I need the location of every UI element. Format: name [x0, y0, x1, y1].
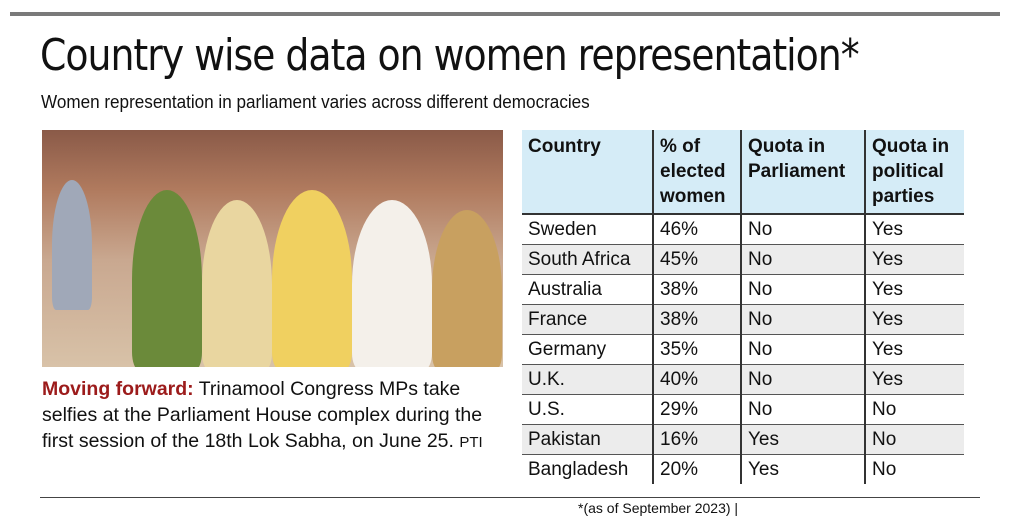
cell-quota-parties: Yes	[864, 334, 964, 365]
caption-lead: Moving forward:	[42, 378, 194, 400]
table-row: Sweden 46% No Yes	[522, 214, 964, 245]
header-percent: % of elected women	[652, 130, 741, 215]
header-quota-parties: Quota in political parties	[864, 130, 964, 215]
cell-quota-parties: Yes	[864, 244, 964, 275]
cell-quota-parties: Yes	[864, 304, 964, 335]
cell-quota-parties: No	[864, 394, 964, 425]
cell-percent: 38%	[652, 274, 741, 305]
cell-quota-parliament: Yes	[740, 454, 865, 484]
subtitle: Women representation in parliament varie…	[41, 92, 590, 112]
header-country: Country	[522, 130, 653, 215]
cell-quota-parliament: No	[740, 214, 865, 245]
cell-country: Germany	[522, 334, 653, 365]
cell-quota-parties: No	[864, 424, 964, 455]
cell-country: U.K.	[522, 364, 653, 395]
news-photo	[42, 130, 503, 367]
cell-quota-parties: Yes	[864, 214, 964, 245]
cell-quota-parliament: No	[740, 334, 865, 365]
photo-caption: Moving forward: Trinamool Congress MPs t…	[42, 376, 512, 456]
table-row: U.S. 29% No No	[522, 394, 964, 425]
cell-country: Sweden	[522, 214, 653, 245]
cell-quota-parliament: No	[740, 364, 865, 395]
cell-quota-parties: Yes	[864, 364, 964, 395]
cell-country: Australia	[522, 274, 653, 305]
representation-table: Country % of elected women Quota in Parl…	[522, 130, 964, 484]
table-row: Australia 38% No Yes	[522, 274, 964, 305]
cell-quota-parliament: No	[740, 244, 865, 275]
table-row: Bangladesh 20% Yes No	[522, 454, 964, 484]
header-quota-parliament: Quota in Parliament	[740, 130, 865, 215]
table-row: France 38% No Yes	[522, 304, 964, 335]
cell-percent: 35%	[652, 334, 741, 365]
cell-quota-parliament: No	[740, 394, 865, 425]
page-title: Country wise data on women representatio…	[40, 30, 860, 81]
cell-quota-parliament: No	[740, 304, 865, 335]
cell-country: Pakistan	[522, 424, 653, 455]
cell-percent: 40%	[652, 364, 741, 395]
table-row: U.K. 40% No Yes	[522, 364, 964, 395]
cell-country: Bangladesh	[528, 459, 629, 480]
cell-quota-parliament: No	[740, 274, 865, 305]
cell-quota-parties: Yes	[864, 274, 964, 305]
cell-percent: 20%	[652, 454, 741, 484]
footnote: *(as of September 2023) |	[578, 500, 739, 516]
caption-text: Trinamool Congress MPs take selfies at t…	[42, 378, 483, 452]
cell-quota-parties: No	[864, 454, 964, 484]
cell-percent: 29%	[652, 394, 741, 425]
cell-percent: 45%	[652, 244, 741, 275]
table-row: Germany 35% No Yes	[522, 334, 964, 365]
bottom-rule	[40, 497, 980, 498]
photo-credit: PTI	[459, 434, 483, 451]
top-rule	[10, 12, 1000, 16]
cell-country: U.S.	[522, 394, 653, 425]
cell-quota-parliament: Yes	[740, 424, 865, 455]
cell-percent: 16%	[652, 424, 741, 455]
cell-country: France	[522, 304, 653, 335]
cell-percent: 38%	[652, 304, 741, 335]
table-row: Pakistan 16% Yes No	[522, 424, 964, 455]
table-row: South Africa 45% No Yes	[522, 244, 964, 275]
cell-country: South Africa	[522, 244, 653, 275]
cell-percent: 46%	[652, 214, 741, 245]
